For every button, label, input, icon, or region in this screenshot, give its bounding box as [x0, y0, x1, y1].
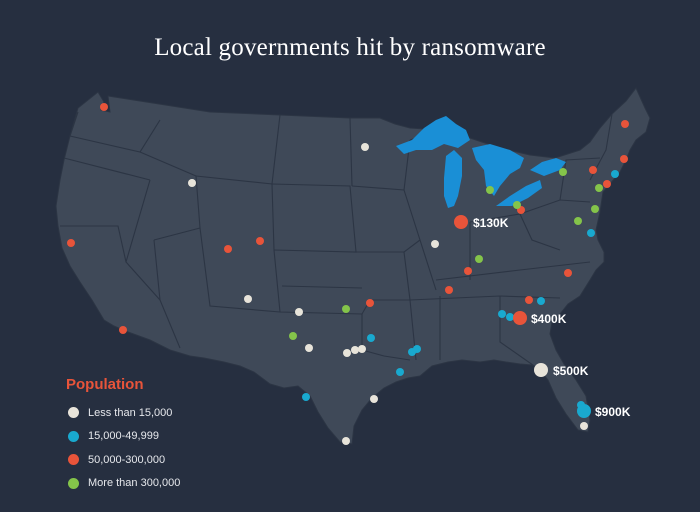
legend-title: Population: [66, 376, 144, 393]
incident-point-large[interactable]: [513, 311, 527, 325]
incident-point[interactable]: [67, 239, 75, 247]
incident-point[interactable]: [256, 237, 264, 245]
incident-point[interactable]: [396, 368, 404, 376]
incident-point[interactable]: [366, 299, 374, 307]
legend: Population Less than 15,000 15,000-49,99…: [66, 376, 180, 495]
callout-label: $130K: [473, 216, 509, 230]
incident-point[interactable]: [188, 179, 196, 187]
callout-labels: $130K $400K $500K $900K: [473, 216, 631, 419]
incident-point[interactable]: [289, 332, 297, 340]
callout-label: $900K: [595, 405, 631, 419]
incident-point[interactable]: [603, 180, 611, 188]
incident-point[interactable]: [564, 269, 572, 277]
callout-label: $500K: [553, 364, 589, 378]
incident-point[interactable]: [413, 345, 421, 353]
incident-point[interactable]: [119, 326, 127, 334]
incident-point[interactable]: [513, 201, 521, 209]
incident-point[interactable]: [244, 295, 252, 303]
incident-points: [67, 103, 629, 445]
incident-point[interactable]: [445, 286, 453, 294]
legend-dot: [68, 430, 79, 442]
incident-point[interactable]: [367, 334, 375, 342]
incident-point[interactable]: [589, 166, 597, 174]
lake-michigan: [444, 150, 462, 208]
legend-item: 50,000-300,000: [66, 448, 180, 472]
legend-dot: [68, 407, 79, 419]
incident-point[interactable]: [580, 422, 588, 430]
lake-superior: [396, 116, 470, 154]
legend-item: 15,000-49,999: [66, 425, 180, 449]
incident-point[interactable]: [587, 229, 595, 237]
incident-point-large[interactable]: [534, 363, 548, 377]
lake-erie: [496, 180, 542, 206]
incident-point[interactable]: [595, 184, 603, 192]
incident-point[interactable]: [537, 297, 545, 305]
incident-point[interactable]: [305, 344, 313, 352]
legend-item: Less than 15,000: [66, 401, 180, 425]
legend-dot: [68, 454, 79, 466]
incident-point[interactable]: [342, 305, 350, 313]
lake-ontario: [530, 158, 566, 176]
legend-dot: [68, 477, 79, 489]
incident-point[interactable]: [302, 393, 310, 401]
incident-point[interactable]: [486, 186, 494, 194]
incident-point[interactable]: [100, 103, 108, 111]
map-title: Local governments hit by ransomware: [154, 34, 546, 61]
lake-huron: [472, 144, 524, 196]
incident-point[interactable]: [431, 240, 439, 248]
incident-point[interactable]: [525, 296, 533, 304]
incident-point[interactable]: [370, 395, 378, 403]
incident-point-large[interactable]: [454, 215, 468, 229]
incident-point[interactable]: [591, 205, 599, 213]
callout-label: $400K: [531, 312, 567, 326]
incident-point-large[interactable]: [577, 404, 591, 418]
incident-point[interactable]: [559, 168, 567, 176]
great-lakes: [396, 116, 566, 208]
incident-point[interactable]: [358, 345, 366, 353]
incident-point[interactable]: [343, 349, 351, 357]
incident-point[interactable]: [621, 120, 629, 128]
incident-point[interactable]: [361, 143, 369, 151]
incident-point[interactable]: [620, 155, 628, 163]
incident-point[interactable]: [351, 346, 359, 354]
legend-item: More than 300,000: [66, 472, 180, 496]
legend-label: 50,000-300,000: [88, 453, 166, 466]
incident-point[interactable]: [574, 217, 582, 225]
legend-label: 15,000-49,999: [88, 430, 159, 443]
incident-point[interactable]: [475, 255, 483, 263]
incident-point[interactable]: [611, 170, 619, 178]
incident-point[interactable]: [295, 308, 303, 316]
incident-point[interactable]: [224, 245, 232, 253]
incident-point[interactable]: [498, 310, 506, 318]
incident-point[interactable]: [464, 267, 472, 275]
legend-label: More than 300,000: [88, 477, 181, 490]
incident-point[interactable]: [506, 313, 514, 321]
legend-label: Less than 15,000: [88, 406, 173, 419]
incident-point[interactable]: [342, 437, 350, 445]
